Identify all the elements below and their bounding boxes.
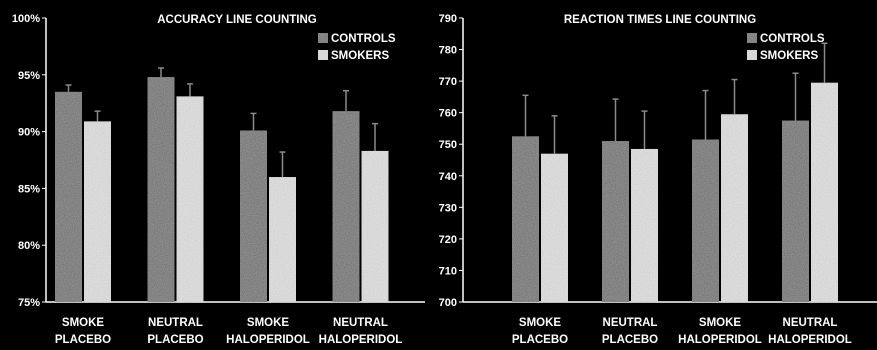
reaction-times-legend-swatch-smokers <box>747 50 757 60</box>
accuracy-legend-swatch-smokers <box>318 50 328 60</box>
accuracy-legend-label: CONTROLS <box>331 33 396 45</box>
reaction-times-category-label: PLACEBO <box>602 334 658 346</box>
accuracy-category-label: HALOPERIDOL <box>319 334 403 346</box>
reaction-times-y-tick-label: 790 <box>439 13 457 25</box>
reaction-times-bar-smokers <box>811 82 838 302</box>
reaction-times-category-label: HALOPERIDOL <box>678 334 762 346</box>
reaction-times-bar-controls <box>692 139 719 302</box>
accuracy-chart: 75% 80% 85% 90% 95% 100% SMOKE PLACEBO NEUTRAL PL… <box>12 13 425 346</box>
accuracy-category-label: NEUTRAL <box>148 317 203 329</box>
reaction-times-y-tick-label: 740 <box>439 171 457 183</box>
reaction-times-bar-controls <box>782 120 809 302</box>
accuracy-legend-label: SMOKERS <box>331 50 389 62</box>
reaction-times-category-label: SMOKE <box>519 317 562 329</box>
accuracy-y-tick-label: 75% <box>18 297 40 309</box>
accuracy-bar-controls <box>55 91 82 302</box>
accuracy-bar-controls <box>240 130 267 302</box>
reaction-times-title: REACTION TIMES LINE COUNTING <box>564 14 756 26</box>
reaction-times-legend-label: CONTROLS <box>760 33 825 45</box>
accuracy-bar-controls <box>147 77 175 303</box>
accuracy-y-tick-label: 85% <box>18 183 40 195</box>
accuracy-bar-smokers <box>176 96 204 302</box>
reaction-times-y-tick-label: 770 <box>439 76 457 88</box>
reaction-times-bar-smokers <box>541 153 568 302</box>
accuracy-y-tick-label: 80% <box>18 240 40 252</box>
reaction-times-y-tick-label: 730 <box>439 202 457 214</box>
reaction-times-y-tick-label: 760 <box>439 108 457 120</box>
accuracy-bar-controls <box>332 111 360 302</box>
reaction-times-chart: 700 710 720 730 740 750 760 770 780 790 SMOKE PLACE… <box>439 13 877 346</box>
accuracy-bar-smokers <box>84 121 111 302</box>
reaction-times-legend-label: SMOKERS <box>760 50 818 62</box>
accuracy-category-label: NEUTRAL <box>333 317 388 329</box>
accuracy-title: ACCURACY LINE COUNTING <box>157 14 317 26</box>
accuracy-legend-swatch-controls <box>318 33 328 43</box>
accuracy-category-label: SMOKE <box>247 317 290 329</box>
reaction-times-y-tick-label: 700 <box>439 297 457 309</box>
accuracy-y-tick-label: 100% <box>12 13 40 25</box>
reaction-times-category-label: NEUTRAL <box>783 317 838 329</box>
accuracy-category-label: HALOPERIDOL <box>226 334 310 346</box>
reaction-times-y-tick-label: 780 <box>439 45 457 57</box>
reaction-times-category-label: SMOKE <box>699 317 742 329</box>
accuracy-category-label: PLACEBO <box>55 334 111 346</box>
reaction-times-bar-controls <box>602 141 629 302</box>
reaction-times-legend-swatch-controls <box>747 33 757 43</box>
accuracy-category-label: PLACEBO <box>147 334 203 346</box>
accuracy-category-label: SMOKE <box>62 317 105 329</box>
reaction-times-y-tick-label: 750 <box>439 139 457 151</box>
accuracy-bar-smokers <box>361 150 389 302</box>
reaction-times-y-tick-label: 720 <box>439 234 457 246</box>
reaction-times-category-label: HALOPERIDOL <box>768 334 852 346</box>
reaction-times-category-label: NEUTRAL <box>603 317 658 329</box>
accuracy-y-tick-label: 90% <box>18 127 40 139</box>
reaction-times-bar-smokers <box>721 114 748 302</box>
reaction-times-bar-controls <box>512 136 539 302</box>
reaction-times-bar-smokers <box>631 148 658 302</box>
reaction-times-y-tick-label: 710 <box>439 265 457 277</box>
accuracy-bar-smokers <box>269 177 296 302</box>
accuracy-y-tick-label: 95% <box>18 70 40 82</box>
reaction-times-category-label: PLACEBO <box>512 334 568 346</box>
